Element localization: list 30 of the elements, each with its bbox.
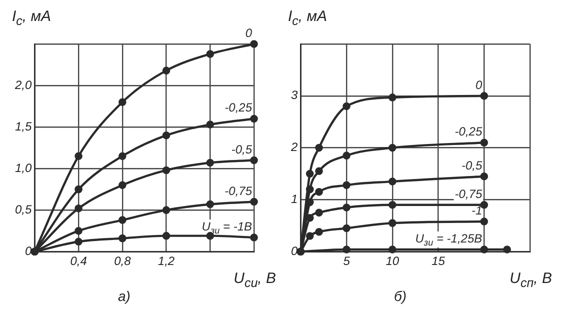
y-tick-label: 0	[24, 244, 32, 258]
y-tick-label: 1	[290, 192, 298, 206]
y-tick-label: 2	[290, 140, 298, 154]
y-tick-label: 1,0	[14, 160, 32, 175]
y-tick-label: 0	[290, 244, 298, 258]
y-tick-label: 3	[290, 88, 298, 102]
series-label: -0,25	[224, 100, 252, 115]
series-label: -1	[471, 204, 482, 218]
x-tick-label: 1,2	[158, 254, 175, 268]
y-tick-label: 2,0	[14, 78, 32, 92]
y-tick-label: 0,5	[14, 202, 32, 216]
x-tick-label: 10	[386, 254, 400, 268]
text: б)	[394, 288, 407, 304]
x-tick-label: 0,4	[70, 254, 88, 268]
series-label: -0,75	[454, 186, 482, 201]
x-tick-label: 0,8	[114, 254, 132, 268]
series-label: -0,75	[224, 184, 252, 198]
series-label: -0,25	[454, 124, 482, 139]
series-label: 0	[245, 26, 252, 40]
y-axis-title: I$_{с}$, мА	[12, 8, 52, 28]
y-axis-title: I$_{с}$, мА	[288, 8, 328, 28]
series-label: -0,5	[231, 142, 252, 156]
x-tick-label: 5	[343, 254, 350, 268]
y-tick-label: 1,5	[14, 119, 32, 134]
text: а)	[118, 288, 130, 304]
series-label: 0	[475, 78, 482, 92]
series-label: -0,5	[461, 158, 482, 172]
x-tick-label: 15	[432, 254, 446, 268]
x-axis-title: U$_{си}$, В	[234, 270, 276, 290]
x-axis-title: U$_{сп}$, В	[510, 270, 552, 290]
